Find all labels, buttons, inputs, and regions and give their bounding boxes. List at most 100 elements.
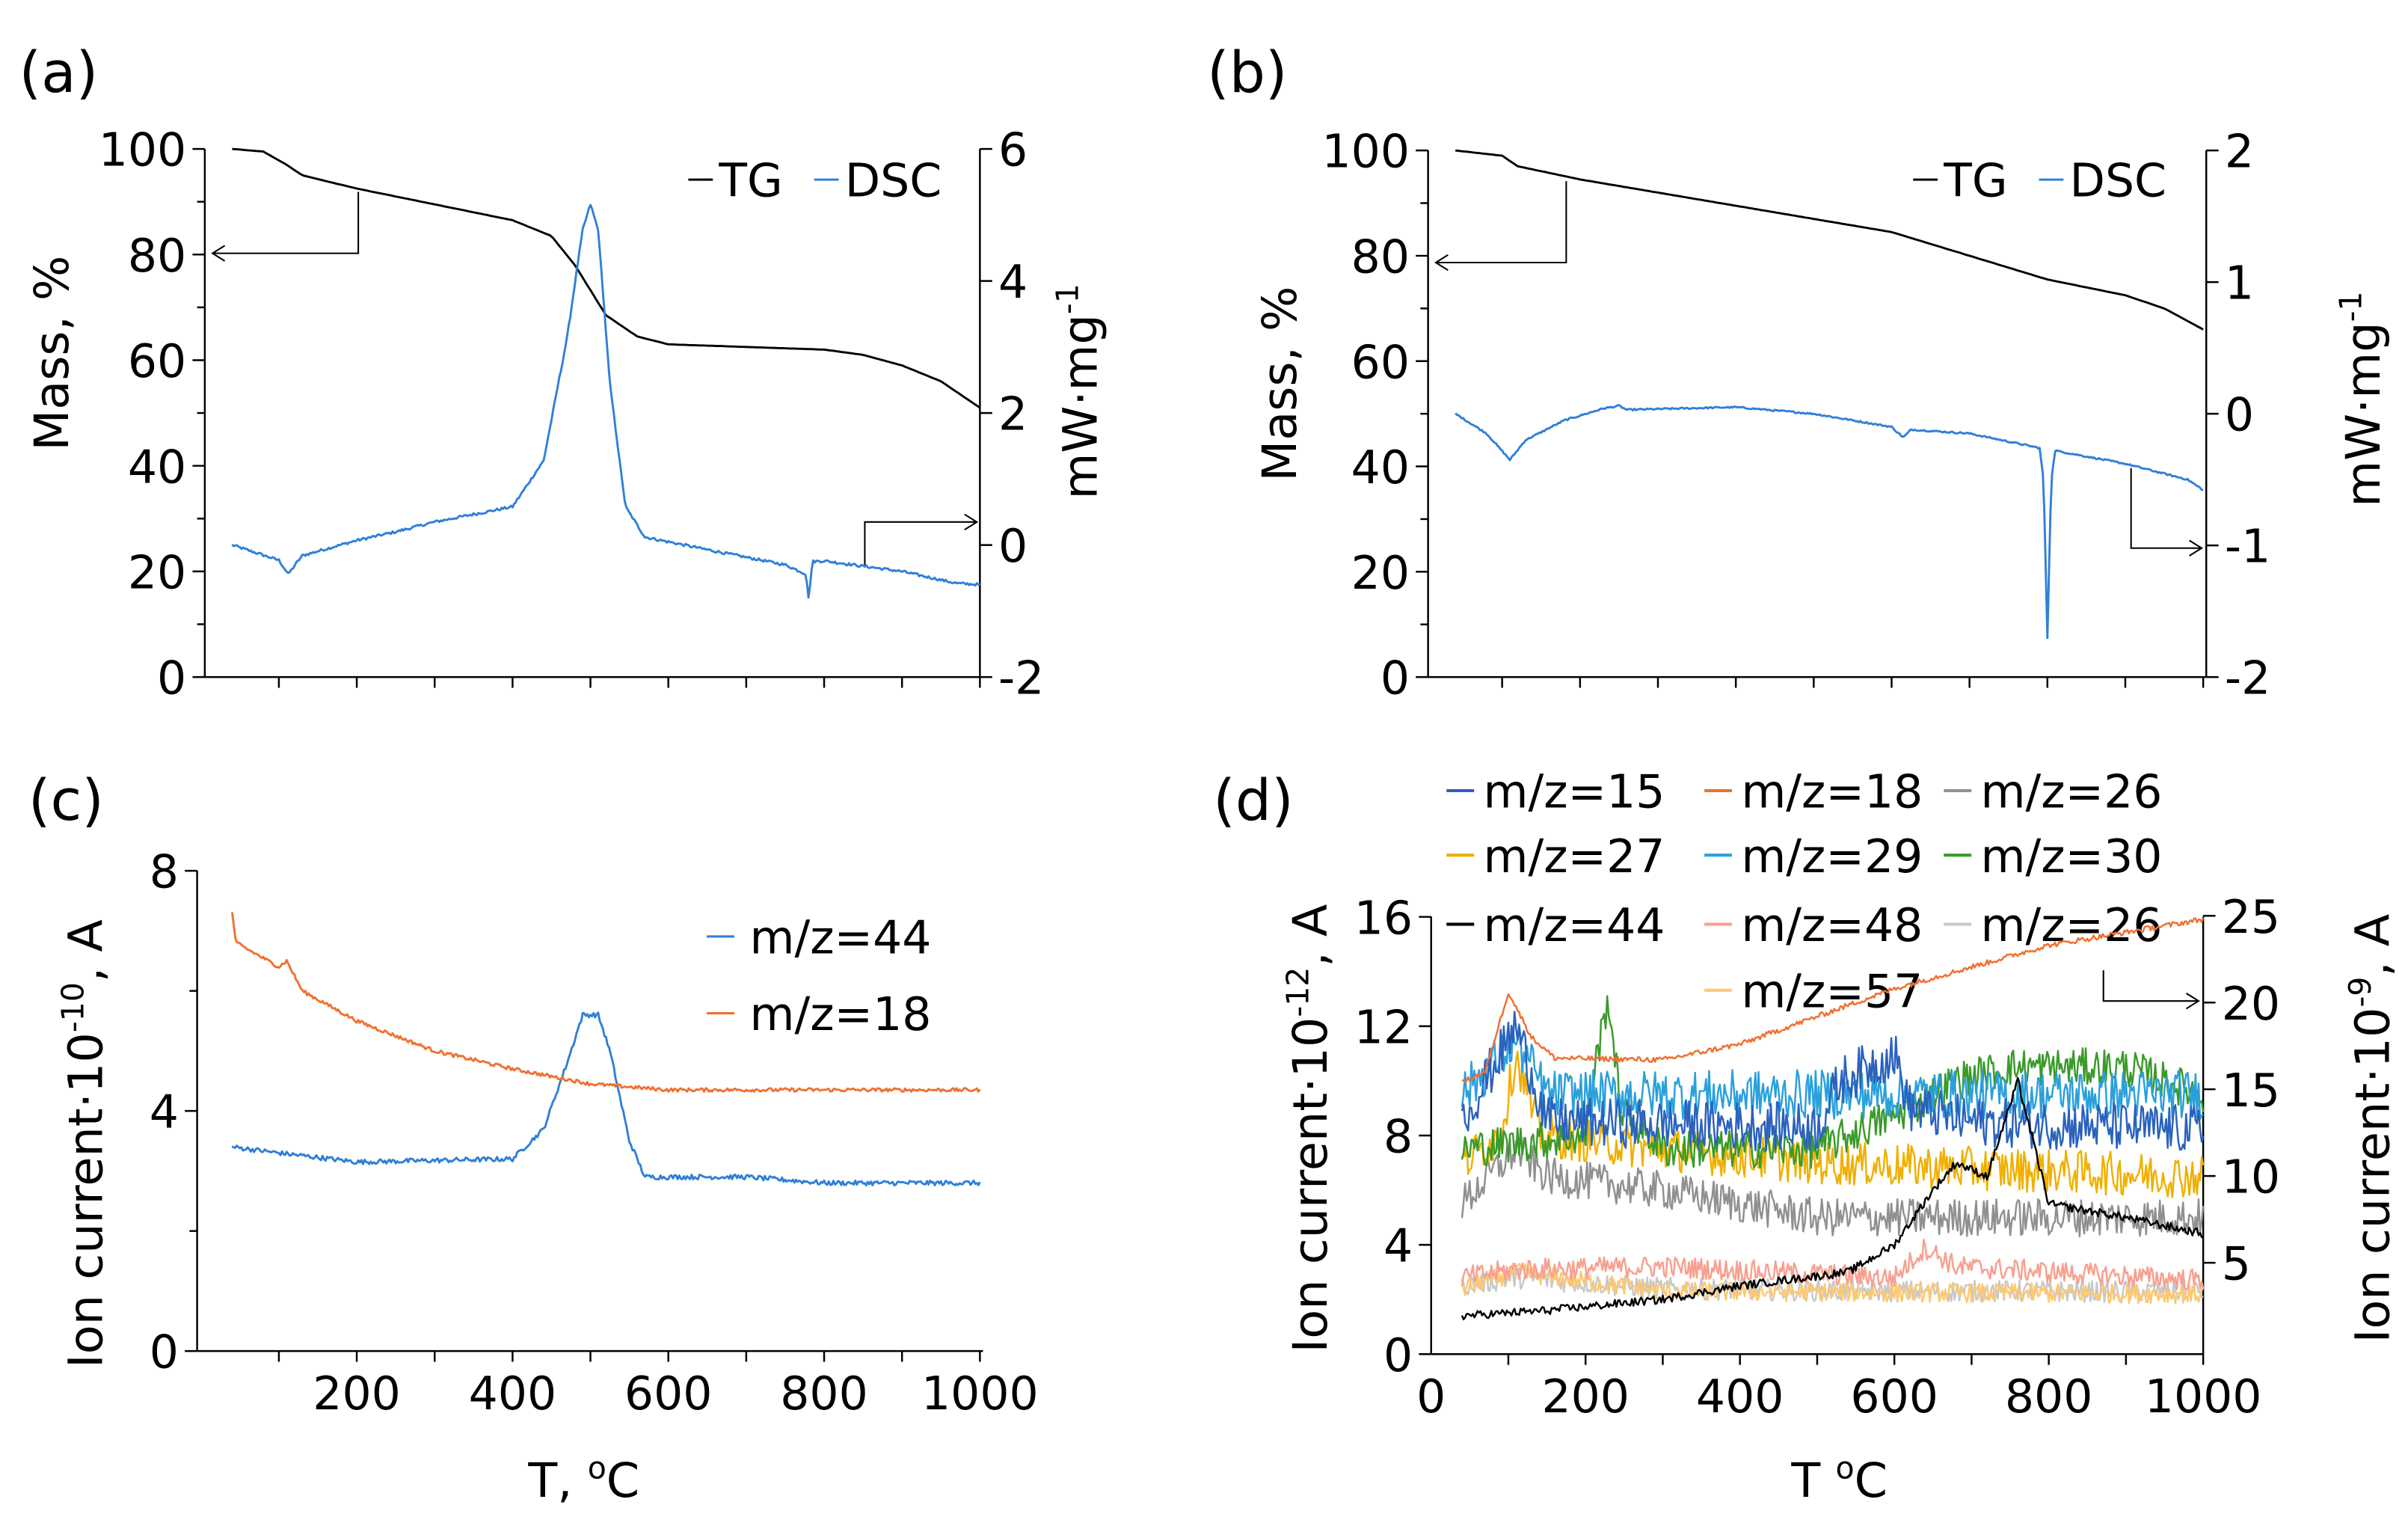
y-right-tick-label: 1 [2225,257,2254,310]
series-m-z-57 [1461,1262,2205,1305]
y-right-tick-label: 5 [2222,1237,2251,1291]
y-tick-label: 0 [150,1326,179,1379]
panel-c: 200 400 600 800 1000 0 4 8 [150,845,1039,1421]
legend-entry: m/z=26 [1981,765,2163,819]
panel-label-b: (b) [1207,40,1287,105]
series-m-z-48 [1461,1238,2205,1290]
y-tick-label: 60 [128,334,186,388]
d-ylabel: Ion current·10-12, A [1280,904,1339,1353]
y-right-tick-label: 15 [2222,1064,2280,1118]
legend-entry: m/z=30 [1981,830,2163,883]
legend-dsc: DSC [845,154,942,208]
panel-label-a: (a) [19,40,99,105]
legend-tg: TG [718,154,782,208]
legend-entry: m/z=29 [1741,830,1923,883]
legend-mz44: m/z=44 [749,911,931,965]
panel-a: 0 20 40 60 80 100 -2 0 2 4 6 [99,123,1045,705]
y-right-tick-label: 0 [2225,388,2254,442]
x-tick-label: 400 [469,1367,557,1421]
y-right-tick-label: 2 [998,387,1028,441]
d-legend: m/z=15 m/z=18 m/z=26 m/z=27 m/z=29 m/z=30 m/z=… [1446,765,2163,1018]
legend-mz18: m/z=18 [749,987,931,1041]
b-tg-arrow [1435,181,1567,263]
series-m-z-18 [230,912,981,1093]
legend-entry: m/z=57 [1741,964,1923,1018]
legend-entry: m/z=44 [1484,898,1665,952]
legend-tg: TG [1943,154,2007,208]
series-tg [232,147,981,409]
x-tick-label: 1000 [921,1367,1039,1421]
x-tick-label: 600 [624,1367,713,1421]
b-legend: TG DSC [1913,154,2166,208]
y-right-tick-label: 4 [998,255,1028,309]
y-tick-label: 40 [128,440,186,494]
y-tick-label: 4 [1383,1219,1413,1273]
y-tick-label: 4 [150,1085,179,1139]
d-ylabel-right: Ion current·10-9, A [2342,914,2401,1343]
series-m-z-44 [1461,1076,2204,1321]
y-tick-label: 0 [1383,1329,1413,1382]
y-right-tick-label: -2 [998,652,1044,705]
legend-entry: m/z=48 [1741,898,1923,952]
a-ylabel: Mass, % [25,256,80,451]
a-dsc-arrow [864,521,977,566]
series-m-z-27 [1461,1050,2205,1198]
y-tick-label: 8 [150,845,179,899]
series-m-z-18 [1461,917,2205,1083]
y-tick-label: 20 [1351,546,1410,600]
series-dsc [1455,404,2204,640]
y-tick-label: 60 [1351,335,1410,389]
y-tick-label: 100 [1322,125,1410,179]
x-tick-label: 1000 [2145,1370,2262,1424]
series-m-z-29 [1461,1023,2204,1121]
x-tick-label: 800 [2005,1370,2093,1424]
y-tick-label: 12 [1354,1000,1413,1054]
legend-entry: m/z=27 [1484,830,1665,883]
y-right-tick-label: 0 [998,519,1028,573]
y-tick-label: 100 [99,123,187,177]
y-right-tick-label: 10 [2222,1150,2280,1204]
y-tick-label: 40 [1351,441,1410,494]
y-tick-label: 80 [1351,230,1410,284]
legend-dsc: DSC [2070,154,2166,208]
series-m-z-44 [231,1011,981,1187]
y-tick-label: 16 [1354,891,1413,945]
b-ylabel-right: mW·mg-1 [2333,291,2392,506]
y-right-tick-label: -2 [2225,652,2270,705]
series-dsc [231,203,980,599]
x-tick-label: 400 [1696,1370,1784,1424]
c-xlabel: T, oC [527,1450,639,1509]
axis-pointer-arrows [211,181,2204,1010]
y-right-tick-label: -1 [2225,520,2270,574]
x-tick-label: 0 [1416,1370,1446,1424]
panel-d: 0 200 400 600 800 1000 0 4 8 12 16 5 10 15 20 25 [1354,890,2280,1424]
legend-entry: m/z=18 [1741,765,1923,819]
a-tg-arrow [212,191,360,254]
series-tg [1455,149,2204,331]
legend-entry: m/z=15 [1484,765,1665,819]
panel-label-d: (d) [1213,767,1293,833]
b-ylabel: Mass, % [1253,286,1308,482]
y-right-tick-label: 25 [2222,890,2280,944]
x-tick-label: 200 [1541,1370,1630,1424]
y-tick-label: 0 [1380,652,1410,705]
d-ms18-arrow [2102,970,2199,1002]
y-right-tick-label: 20 [2222,977,2280,1031]
y-tick-label: 0 [157,652,186,705]
y-right-tick-label: 6 [998,123,1028,177]
y-tick-label: 8 [1383,1110,1413,1164]
series-m-z-26 [1461,1136,2205,1238]
a-ylabel-right: mW·mg-1 [1050,284,1109,499]
d-xlabel: T oC [1790,1450,1888,1509]
x-tick-label: 800 [780,1367,868,1421]
series-m-z-30 [1461,995,2205,1169]
x-tick-label: 200 [313,1367,401,1421]
y-tick-label: 20 [128,545,186,599]
series-m-z-15 [1461,1011,2205,1152]
a-legend: TG DSC [688,154,942,208]
legend-entry: m/z=26 [1981,898,2163,952]
c-ylabel: Ion current·10-10, A [55,919,114,1368]
panel-label-c: (c) [28,767,104,833]
b-dsc-arrow [2130,468,2202,549]
